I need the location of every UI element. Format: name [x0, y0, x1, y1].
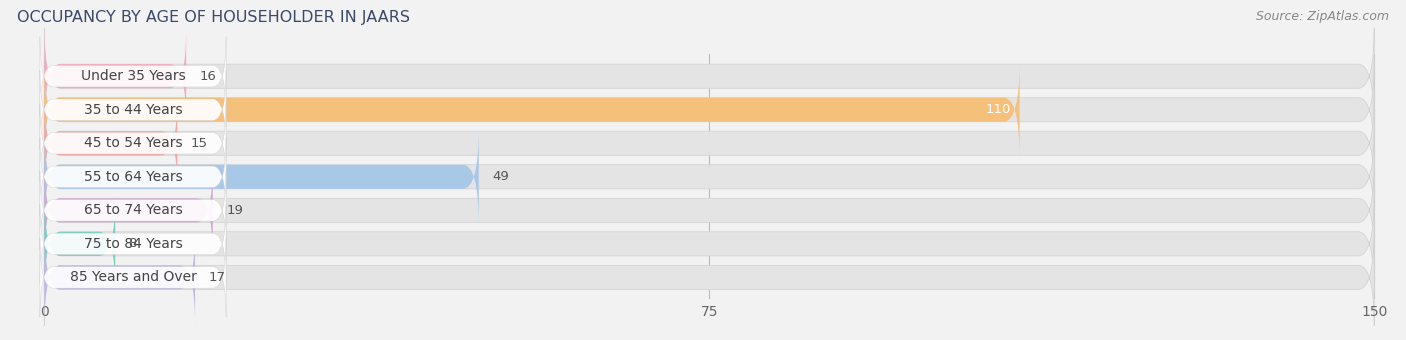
FancyBboxPatch shape [39, 204, 226, 284]
FancyBboxPatch shape [45, 129, 479, 225]
Text: 75 to 84 Years: 75 to 84 Years [83, 237, 183, 251]
FancyBboxPatch shape [39, 238, 226, 317]
FancyBboxPatch shape [45, 195, 115, 292]
Text: 35 to 44 Years: 35 to 44 Years [84, 103, 183, 117]
FancyBboxPatch shape [39, 104, 226, 183]
FancyBboxPatch shape [45, 229, 1374, 326]
Text: OCCUPANCY BY AGE OF HOUSEHOLDER IN JAARS: OCCUPANCY BY AGE OF HOUSEHOLDER IN JAARS [17, 10, 411, 25]
FancyBboxPatch shape [39, 171, 226, 250]
FancyBboxPatch shape [45, 162, 1374, 259]
FancyBboxPatch shape [45, 95, 1374, 191]
Text: 15: 15 [191, 137, 208, 150]
FancyBboxPatch shape [45, 162, 212, 259]
Text: 19: 19 [226, 204, 243, 217]
FancyBboxPatch shape [39, 70, 226, 149]
FancyBboxPatch shape [45, 28, 1374, 124]
Text: 49: 49 [492, 170, 509, 183]
Text: Under 35 Years: Under 35 Years [80, 69, 186, 83]
FancyBboxPatch shape [45, 229, 195, 326]
Text: 65 to 74 Years: 65 to 74 Years [83, 203, 183, 217]
FancyBboxPatch shape [45, 62, 1019, 158]
FancyBboxPatch shape [39, 137, 226, 216]
Text: 8: 8 [128, 237, 136, 250]
Text: 16: 16 [200, 70, 217, 83]
Text: 85 Years and Over: 85 Years and Over [69, 270, 197, 284]
FancyBboxPatch shape [45, 129, 1374, 225]
Text: 110: 110 [986, 103, 1011, 116]
Text: 45 to 54 Years: 45 to 54 Years [84, 136, 183, 150]
FancyBboxPatch shape [45, 95, 177, 191]
Text: 17: 17 [208, 271, 225, 284]
FancyBboxPatch shape [45, 28, 186, 124]
Text: 55 to 64 Years: 55 to 64 Years [83, 170, 183, 184]
FancyBboxPatch shape [45, 62, 1374, 158]
Text: Source: ZipAtlas.com: Source: ZipAtlas.com [1256, 10, 1389, 23]
FancyBboxPatch shape [45, 195, 1374, 292]
FancyBboxPatch shape [39, 37, 226, 116]
